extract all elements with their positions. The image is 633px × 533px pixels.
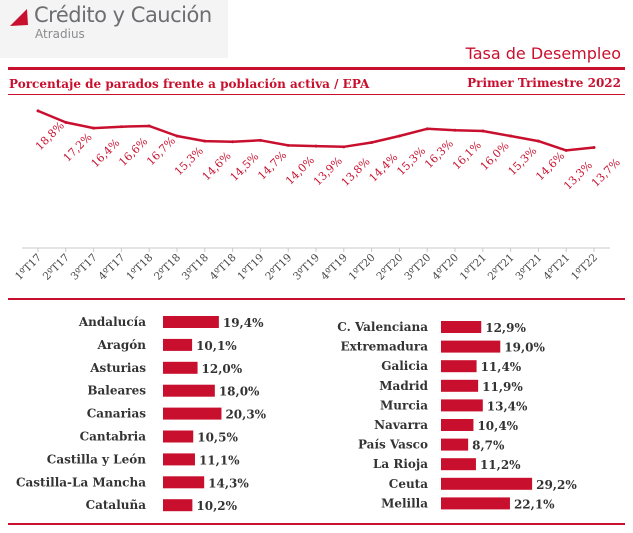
bar-category-label: Ceuta bbox=[389, 477, 428, 491]
bar bbox=[441, 321, 481, 333]
bar-category-label: Cataluña bbox=[86, 498, 147, 512]
bar bbox=[163, 362, 198, 374]
bar-category-label: Castilla-La Mancha bbox=[16, 475, 146, 489]
footer-divider bbox=[8, 523, 625, 525]
regional-unemployment-bar-charts: Andalucía 19,4% Aragón 10,1% Asturias 12,0% Ba… bbox=[0, 0, 633, 533]
bar-value-label: 10,2% bbox=[196, 499, 237, 513]
bar-value-label: 18,0% bbox=[219, 385, 260, 399]
bar-value-label: 11,2% bbox=[480, 458, 521, 472]
bar bbox=[441, 341, 500, 353]
bar-category-label: Cantabria bbox=[80, 430, 147, 444]
bar-value-label: 8,7% bbox=[472, 439, 505, 453]
bar-value-label: 11,1% bbox=[199, 453, 240, 467]
bar-category-label: Melilla bbox=[381, 496, 428, 510]
bar bbox=[163, 408, 221, 420]
bar bbox=[163, 453, 195, 465]
bar-category-label: Extremadura bbox=[341, 340, 429, 354]
regions-right-bar-chart: C. Valenciana 12,9% Extremadura 19,0% Galici… bbox=[337, 320, 577, 511]
bar-value-label: 11,4% bbox=[481, 360, 522, 374]
bar-category-label: Murcia bbox=[380, 398, 428, 412]
bar-category-label: Asturias bbox=[89, 361, 146, 375]
bar-category-label: C. Valenciana bbox=[337, 320, 428, 334]
bar bbox=[441, 399, 483, 411]
bar-category-label: Navarra bbox=[374, 418, 428, 432]
bar-value-label: 11,9% bbox=[482, 380, 523, 394]
bar bbox=[441, 380, 478, 392]
bar-value-label: 20,3% bbox=[225, 408, 266, 422]
bar bbox=[163, 499, 192, 511]
bar-category-label: Galicia bbox=[381, 359, 428, 373]
bar bbox=[163, 385, 215, 397]
bar-value-label: 19,4% bbox=[223, 316, 264, 330]
bar-value-label: 10,1% bbox=[196, 339, 237, 353]
bar bbox=[441, 419, 473, 431]
bar-value-label: 12,0% bbox=[202, 362, 243, 376]
bar bbox=[441, 439, 468, 451]
bar-category-label: Andalucía bbox=[78, 315, 146, 329]
bar-value-label: 22,1% bbox=[514, 497, 555, 511]
bar bbox=[163, 476, 204, 488]
bar-category-label: Madrid bbox=[379, 379, 428, 393]
bar-category-label: Castilla y León bbox=[47, 452, 146, 466]
bar-value-label: 13,4% bbox=[487, 399, 528, 413]
bar bbox=[441, 478, 532, 490]
bar-value-label: 14,3% bbox=[208, 476, 249, 490]
regions-left-bar-chart: Andalucía 19,4% Aragón 10,1% Asturias 12,0% Ba… bbox=[16, 315, 267, 513]
bar-value-label: 19,0% bbox=[504, 341, 545, 355]
bar bbox=[441, 360, 477, 372]
bar-category-label: Baleares bbox=[87, 384, 146, 398]
bar-value-label: 29,2% bbox=[536, 478, 577, 492]
bar-category-label: Aragón bbox=[96, 338, 146, 352]
bar-value-label: 10,5% bbox=[197, 431, 238, 445]
bar-category-label: País Vasco bbox=[358, 438, 428, 452]
bar bbox=[441, 458, 476, 470]
bar bbox=[163, 339, 192, 351]
bar bbox=[163, 431, 193, 443]
bar-category-label: La Rioja bbox=[373, 457, 428, 471]
bar bbox=[441, 497, 510, 509]
bar-value-label: 12,9% bbox=[485, 321, 526, 335]
bar-value-label: 10,4% bbox=[477, 419, 518, 433]
bar-category-label: Canarias bbox=[87, 407, 146, 421]
bar bbox=[163, 316, 219, 328]
